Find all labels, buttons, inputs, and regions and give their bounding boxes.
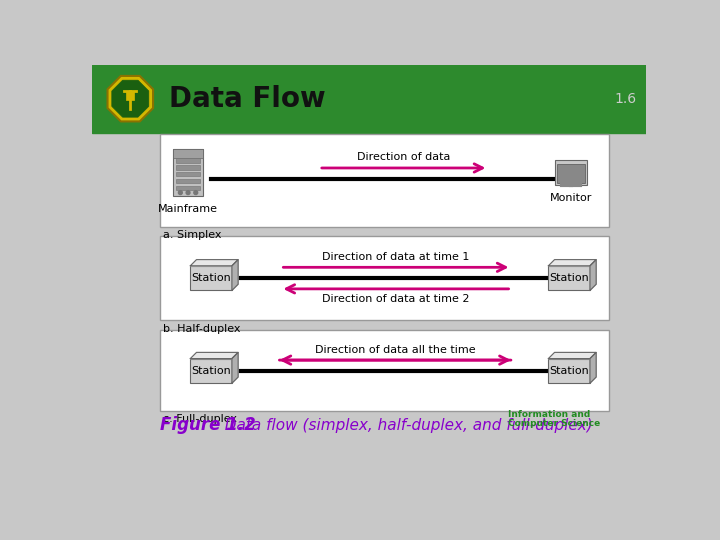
Polygon shape (190, 353, 238, 359)
FancyBboxPatch shape (190, 266, 232, 291)
Text: Monitor: Monitor (549, 193, 592, 202)
Text: Direction of data all the time: Direction of data all the time (315, 345, 475, 355)
FancyBboxPatch shape (176, 172, 200, 177)
Polygon shape (590, 353, 596, 383)
Text: Data flow (simplex, half-duplex, and full-duplex): Data flow (simplex, half-duplex, and ful… (215, 417, 593, 433)
Text: Station: Station (549, 366, 589, 376)
Polygon shape (549, 260, 596, 266)
Text: Direction of data at time 2: Direction of data at time 2 (323, 294, 469, 304)
Text: Station: Station (192, 273, 231, 283)
FancyBboxPatch shape (176, 158, 200, 163)
Text: Mainframe: Mainframe (158, 204, 218, 214)
FancyBboxPatch shape (174, 148, 203, 197)
Text: Data Flow: Data Flow (168, 85, 325, 113)
Text: Computer Science: Computer Science (508, 419, 600, 428)
FancyBboxPatch shape (176, 179, 200, 184)
Polygon shape (190, 260, 238, 266)
Text: a. Simplex: a. Simplex (163, 230, 221, 240)
Text: 1.6: 1.6 (615, 92, 637, 106)
FancyBboxPatch shape (160, 236, 609, 320)
FancyBboxPatch shape (160, 330, 609, 411)
FancyBboxPatch shape (549, 266, 590, 291)
Polygon shape (107, 76, 153, 122)
Polygon shape (112, 80, 149, 117)
FancyBboxPatch shape (190, 359, 232, 383)
Text: Information and: Information and (508, 410, 590, 419)
Text: b. Half-duplex: b. Half-duplex (163, 323, 240, 334)
Polygon shape (590, 260, 596, 291)
FancyBboxPatch shape (160, 134, 609, 226)
Text: c. Full-duplex: c. Full-duplex (163, 414, 237, 424)
Bar (127, 91, 134, 100)
Polygon shape (549, 353, 596, 359)
Text: Station: Station (192, 366, 231, 376)
FancyBboxPatch shape (557, 164, 585, 183)
Circle shape (194, 191, 198, 194)
Bar (92, 65, 647, 132)
Polygon shape (232, 353, 238, 383)
Text: Station: Station (549, 273, 589, 283)
Polygon shape (232, 260, 238, 291)
FancyBboxPatch shape (174, 148, 203, 158)
FancyBboxPatch shape (176, 186, 200, 190)
Circle shape (186, 191, 190, 194)
Text: Figure 1.2: Figure 1.2 (160, 416, 256, 434)
Text: Direction of data at time 1: Direction of data at time 1 (323, 252, 469, 262)
Text: Direction of data: Direction of data (357, 152, 450, 162)
FancyBboxPatch shape (549, 359, 590, 383)
FancyBboxPatch shape (176, 165, 200, 170)
Circle shape (179, 191, 182, 194)
FancyBboxPatch shape (554, 160, 587, 185)
